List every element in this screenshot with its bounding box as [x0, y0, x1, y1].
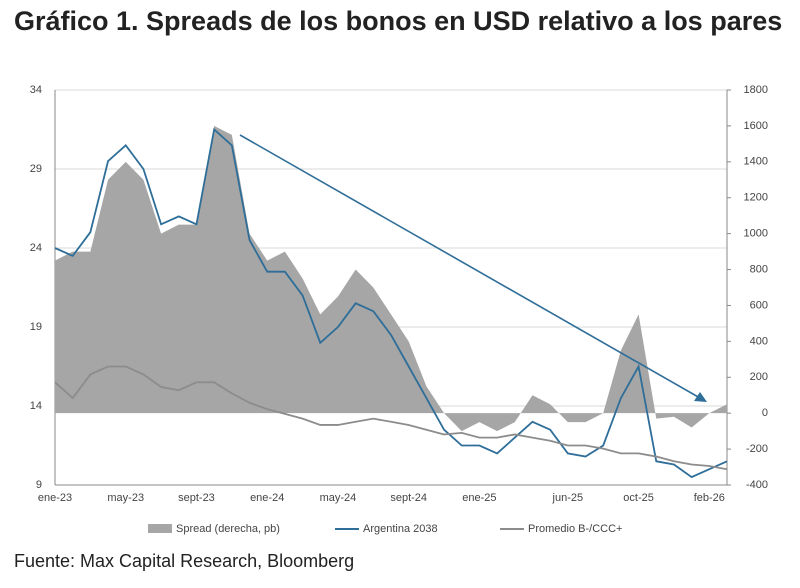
x-tick-label: feb-26	[694, 492, 725, 504]
y-tick-label: 14	[30, 400, 42, 412]
y2-tick-label: 1200	[744, 192, 768, 204]
y-tick-label: 19	[30, 321, 42, 333]
legend-swatch	[148, 524, 172, 533]
source: Fuente: Max Capital Research, Bloomberg	[14, 551, 354, 571]
y2-tick-label: -200	[746, 443, 768, 455]
y2-tick-label: 1600	[744, 120, 768, 132]
trend-arrow	[239, 134, 701, 399]
y-tick-label: 34	[30, 84, 42, 96]
x-tick-label: ene-25	[462, 492, 496, 504]
y2-tick-label: 800	[750, 263, 768, 275]
x-tick-label: oct-25	[623, 492, 654, 504]
trend-arrowhead	[694, 392, 707, 402]
y2-tick-label: 1400	[744, 156, 768, 168]
y2-tick-label: 1800	[744, 84, 768, 96]
x-tick-label: sept-24	[390, 492, 427, 504]
legend-label: Spread (derecha, pb)	[176, 523, 280, 535]
series-line	[54, 365, 728, 471]
x-tick-label: may-24	[320, 492, 357, 504]
spread-area	[55, 125, 727, 432]
x-tick-label: ene-23	[38, 492, 72, 504]
y2-tick-label: -400	[746, 479, 768, 491]
y-tick-label: 9	[36, 479, 42, 491]
y2-tick-label: 200	[750, 371, 768, 383]
y-tick-label: 29	[30, 163, 42, 175]
y-tick-label: 24	[30, 242, 42, 254]
legend-label: Promedio B-/CCC+	[528, 523, 622, 535]
x-tick-label: sept-23	[178, 492, 215, 504]
y2-tick-label: 600	[750, 299, 768, 311]
x-tick-label: may-23	[107, 492, 144, 504]
chart-title: Gráfico 1. Spreads de los bonos en USD r…	[14, 6, 783, 36]
x-tick-label: ene-24	[250, 492, 284, 504]
y2-tick-label: 0	[762, 407, 768, 419]
series-line	[54, 127, 728, 479]
title-box: Gráfico 1. Spreads de los bonos en USD r…	[14, 6, 783, 36]
x-tick-label: jun-25	[552, 492, 584, 504]
legend-label: Argentina 2038	[363, 523, 438, 535]
y2-tick-label: 1000	[744, 228, 768, 240]
y2-tick-label: 400	[750, 335, 768, 347]
